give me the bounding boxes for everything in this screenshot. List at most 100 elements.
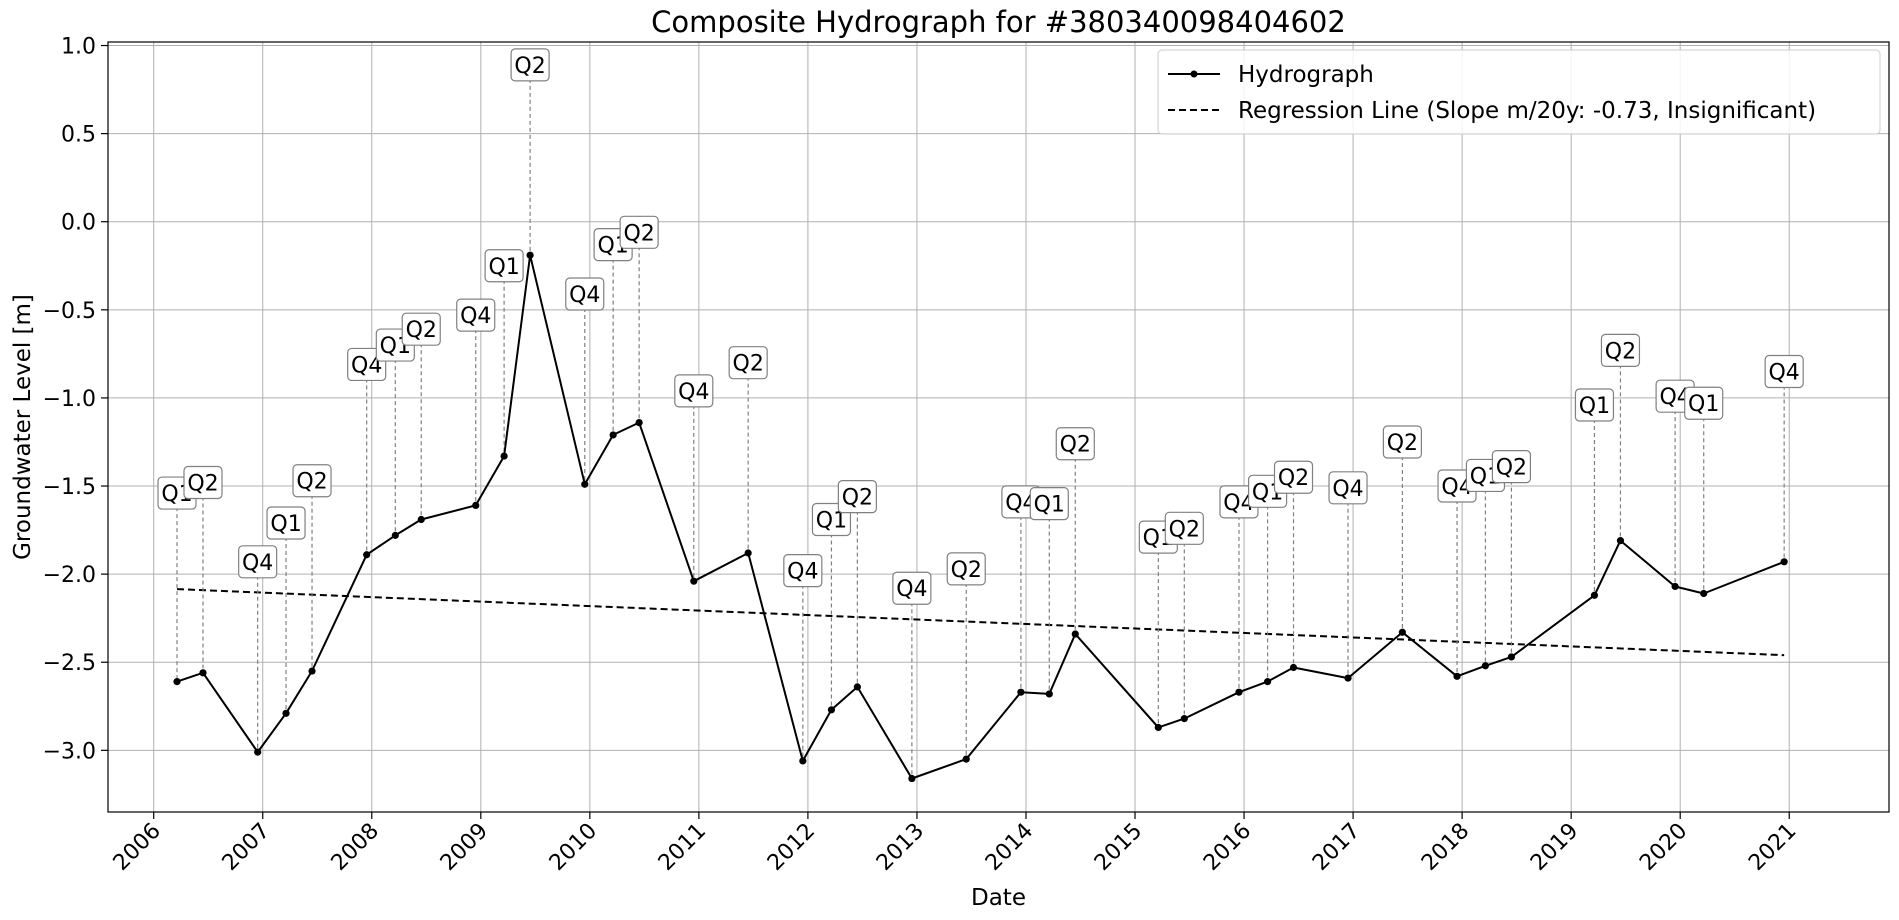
quarter-label-text: Q4 bbox=[678, 380, 709, 405]
quarter-label-text: Q2 bbox=[1169, 517, 1200, 542]
hydrograph-point bbox=[853, 683, 861, 691]
quarter-label-box bbox=[484, 249, 524, 283]
quarter-label: Q4 bbox=[565, 277, 605, 311]
y-tick-label: −2.5 bbox=[43, 651, 96, 676]
quarter-label: Q2 bbox=[292, 464, 332, 498]
quarter-label-text: Q2 bbox=[842, 486, 873, 511]
quarter-label-box bbox=[401, 312, 441, 346]
quarter-label-box bbox=[1491, 450, 1532, 484]
hydrograph-point bbox=[1700, 589, 1708, 598]
y-tick-label: −2.0 bbox=[43, 563, 96, 588]
x-tick-label: 2010 bbox=[545, 819, 602, 876]
hydrograph-point bbox=[1780, 558, 1788, 566]
hydrograph-point bbox=[1263, 678, 1272, 686]
hydrograph-point bbox=[308, 667, 316, 675]
quarter-label-text: Q4 bbox=[460, 304, 491, 329]
leader-layer bbox=[176, 64, 1785, 779]
hydrograph-point bbox=[1154, 723, 1162, 732]
quarter-label-text: Q1 bbox=[1688, 392, 1719, 417]
legend-box bbox=[1157, 49, 1881, 135]
quarter-label-box bbox=[565, 277, 605, 311]
quarter-label-text: Q2 bbox=[951, 558, 982, 583]
y-axis-label: Groundwater Level [m] bbox=[10, 294, 36, 560]
quarter-label-text: Q2 bbox=[733, 352, 764, 377]
quarter-label-text: Q2 bbox=[1496, 456, 1527, 481]
quarter-label: Q4 bbox=[1764, 354, 1804, 389]
hydrograph-point bbox=[1017, 688, 1025, 696]
y-tick-label: −3.0 bbox=[43, 739, 96, 764]
x-axis-label: Date bbox=[971, 885, 1026, 911]
quarter-label-box bbox=[238, 545, 278, 579]
hydrograph-point bbox=[690, 577, 698, 585]
hydrograph-point bbox=[1344, 674, 1352, 682]
series-layer bbox=[173, 251, 1788, 783]
quarter-label: Q4 bbox=[1328, 471, 1368, 505]
quarter-label-text: Q4 bbox=[1332, 477, 1363, 502]
quarter-label: Q2 bbox=[837, 479, 877, 514]
legend: Hydrograph Regression Line (Slope m/20y:… bbox=[1157, 49, 1881, 135]
quarter-label-box bbox=[837, 479, 877, 514]
hydrograph-point bbox=[799, 757, 807, 765]
quarter-label: Q4 bbox=[892, 571, 932, 605]
quarter-label-box bbox=[1328, 471, 1368, 505]
quarter-label-box bbox=[456, 298, 496, 332]
hydrograph-point bbox=[827, 706, 836, 714]
quarter-label: Q2 bbox=[1491, 450, 1532, 484]
x-tick-label: 2012 bbox=[763, 819, 820, 876]
quarter-label: Q2 bbox=[619, 215, 659, 249]
hydrograph-point bbox=[1616, 537, 1625, 545]
hydrograph-point bbox=[282, 709, 290, 717]
quarter-label: Q1 bbox=[266, 506, 306, 540]
quarter-label-text: Q1 bbox=[270, 512, 301, 537]
quarter-label-text: Q4 bbox=[1768, 360, 1799, 385]
x-tick-label: 2016 bbox=[1199, 819, 1256, 876]
quarter-label: Q2 bbox=[1600, 333, 1641, 367]
x-tick-label: 2018 bbox=[1417, 819, 1474, 876]
quarter-label-text: Q2 bbox=[1605, 339, 1636, 364]
x-tick-label: 2021 bbox=[1744, 819, 1801, 876]
legend-hydrograph-label: Hydrograph bbox=[1238, 62, 1374, 88]
x-tick-label: 2020 bbox=[1635, 819, 1692, 876]
quarter-label-box bbox=[1600, 333, 1641, 367]
quarter-label-text: Q2 bbox=[296, 470, 327, 495]
x-tick-label: 2011 bbox=[654, 819, 711, 876]
grid-layer bbox=[108, 42, 1889, 812]
quarter-label-box bbox=[266, 506, 306, 540]
quarter-label-box bbox=[1684, 386, 1724, 420]
hydrograph-point bbox=[173, 678, 181, 686]
hydrograph-point bbox=[1481, 662, 1490, 670]
hydrograph-point bbox=[199, 669, 207, 677]
x-tick-label: 2013 bbox=[872, 819, 929, 876]
hydrograph-point bbox=[962, 755, 970, 763]
x-tick-label: 2007 bbox=[218, 819, 275, 876]
x-tick-label: 2017 bbox=[1308, 819, 1365, 876]
hydrograph-point bbox=[1590, 591, 1599, 599]
legend-hydrograph-marker bbox=[1190, 70, 1198, 78]
quarter-label-text: Q1 bbox=[488, 255, 519, 280]
hydrograph-point bbox=[635, 418, 643, 427]
hydrograph-point bbox=[1507, 653, 1516, 661]
quarter-label-text: Q4 bbox=[896, 577, 927, 602]
quarter-label-box bbox=[1764, 354, 1804, 389]
quarter-label: Q2 bbox=[510, 48, 550, 82]
plot-frame bbox=[107, 41, 1890, 813]
quarter-label: Q4 bbox=[783, 554, 823, 588]
quarter-label-box bbox=[510, 48, 550, 82]
hydrograph-point bbox=[1398, 628, 1406, 636]
x-tick-label: 2019 bbox=[1526, 819, 1583, 876]
hydrograph-point bbox=[363, 551, 371, 559]
quarter-label: Q1 bbox=[1574, 388, 1615, 422]
quarter-label-text: Q2 bbox=[1387, 431, 1418, 456]
quarter-label: Q1 bbox=[1029, 487, 1069, 521]
hydrograph-point bbox=[472, 501, 480, 510]
quarter-label-layer: Q1Q2Q4Q1Q2Q4Q1Q2Q4Q1Q2Q4Q1Q2Q4Q2Q4Q1Q2Q4… bbox=[157, 48, 1804, 605]
quarter-label-text: Q2 bbox=[406, 318, 437, 343]
quarter-label-box bbox=[1164, 511, 1204, 545]
quarter-label-box bbox=[892, 571, 932, 605]
hydrograph-point bbox=[1671, 582, 1679, 591]
x-tick-label: 2006 bbox=[109, 819, 166, 876]
quarter-label: Q4 bbox=[456, 298, 496, 332]
quarter-label: Q2 bbox=[946, 552, 986, 586]
